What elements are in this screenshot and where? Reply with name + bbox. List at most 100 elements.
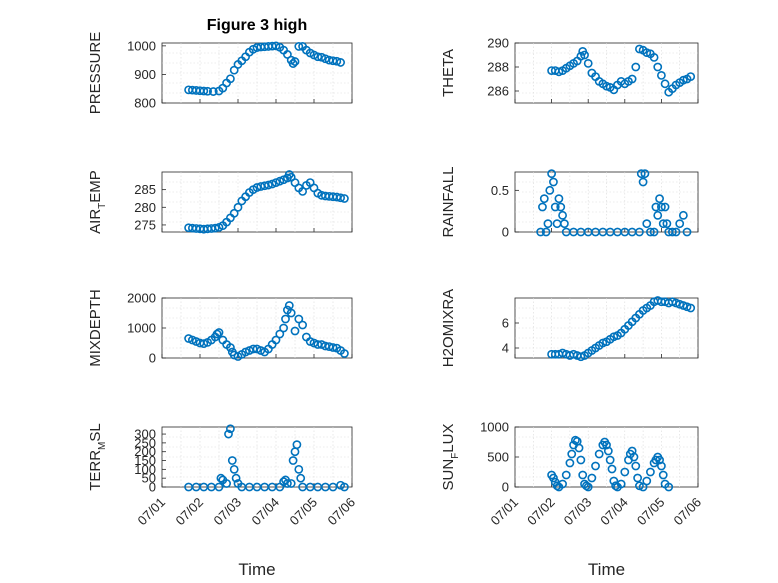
data-point-mixdepth [328, 343, 338, 352]
data-point-air_temp [263, 180, 273, 190]
data-point-rainfall [640, 169, 650, 179]
data-point-terr_msl [224, 429, 233, 439]
data-point-mixdepth [294, 314, 304, 324]
y-tick-label-rainfall: 0.5 [491, 183, 509, 198]
data-point-rainfall [543, 219, 553, 229]
y-tick-label-terr_msl: 0 [149, 480, 156, 495]
x-tick-label-sun_flux: 07/06 [671, 495, 705, 529]
y-tick-label-h2omixra: 6 [502, 316, 509, 331]
data-point-sun_flux [558, 479, 567, 489]
x-axis-label-sun_flux: Time [588, 560, 625, 579]
data-point-air_temp [229, 208, 239, 218]
axes-mixdepth: 0 1000 2000 MIXDEPTH [87, 289, 353, 367]
y-tick-label-sun_flux: 0 [502, 480, 509, 495]
y-tick-label-terr_msl: 200 [134, 444, 156, 459]
data-point-terr_msl [286, 479, 296, 488]
y-tick-label-terr_msl: 250 [134, 435, 156, 450]
data-point-theta [657, 71, 666, 80]
data-point-terr_msl [296, 473, 306, 483]
data-point-sun_flux [607, 464, 617, 474]
data-point-rainfall [547, 169, 556, 179]
data-point-mixdepth [286, 308, 296, 318]
data-point-sun_flux [587, 473, 597, 483]
data-point-rainfall [675, 219, 685, 229]
data-point-mixdepth [225, 343, 235, 352]
x-axis-label-terr_msl: Time [238, 560, 275, 579]
y-tick-label-h2omixra: 4 [502, 341, 509, 356]
x-tick-label-terr_msl: 07/02 [173, 495, 207, 529]
data-point-rainfall [658, 219, 668, 229]
data-point-sun_flux [605, 455, 615, 465]
data-point-rainfall [549, 177, 558, 187]
y-tick-label-sun_flux: 500 [487, 450, 509, 465]
data-point-terr_msl [229, 464, 239, 474]
y-tick-label-air_temp: 275 [134, 217, 156, 232]
y-axis-label-mixdepth: MIXDEPTH [87, 289, 104, 367]
data-point-sun_flux [576, 455, 586, 465]
y-axis-label-pressure: PRESSURE [87, 32, 104, 115]
x-tick-label-terr_msl: 07/01 [135, 495, 169, 529]
data-point-pressure [208, 87, 218, 96]
data-point-pressure [294, 42, 304, 51]
axes-air_temp: 275 280 285 AIRTEMP [87, 170, 353, 234]
data-point-rainfall [536, 227, 546, 237]
data-point-air_temp [298, 187, 307, 196]
data-point-theta [653, 62, 663, 72]
data-point-rainfall [554, 194, 564, 204]
data-point-rainfall [538, 202, 547, 212]
data-point-terr_msl [231, 473, 241, 483]
data-point-terr_msl [288, 456, 298, 465]
data-point-rainfall [545, 185, 555, 195]
data-point-pressure [199, 86, 209, 96]
axes-pressure: 800 900 1000 PRESSURE [87, 32, 353, 115]
y-tick-label-theta: 288 [487, 60, 509, 75]
data-point-sun_flux [633, 473, 643, 483]
data-point-pressure [288, 59, 298, 68]
data-point-rainfall [660, 202, 670, 212]
y-tick-label-theta: 290 [487, 36, 509, 51]
data-point-sun_flux [631, 461, 641, 471]
axes-sun_flux: 0 500 1000 SUNFLUX 07/01 07/02 07/03 07/04 07/05… [440, 420, 704, 580]
data-point-rainfall [667, 227, 677, 237]
data-point-theta [686, 72, 696, 81]
data-point-terr_msl [225, 424, 235, 434]
y-axis-label-terr_msl: TERRMSL [87, 423, 108, 491]
x-tick-label-terr_msl: 07/04 [249, 495, 283, 529]
data-point-mixdepth [271, 335, 281, 345]
x-tick-label-sun_flux: 07/04 [597, 495, 631, 529]
y-tick-label-air_temp: 285 [134, 182, 156, 197]
y-axis-label-h2omixra: H2OMIXRA [440, 289, 457, 367]
data-point-rainfall [646, 227, 655, 237]
data-point-mixdepth [290, 326, 300, 336]
data-point-rainfall [678, 210, 688, 220]
data-point-terr_msl [282, 479, 292, 488]
data-point-rainfall [560, 219, 569, 229]
y-tick-label-terr_msl: 50 [142, 471, 156, 486]
x-tick-label-sun_flux: 07/05 [634, 495, 668, 529]
data-point-sun_flux [594, 449, 604, 459]
data-point-theta [580, 50, 589, 60]
data-point-rainfall [558, 210, 567, 220]
data-point-theta [583, 59, 593, 68]
x-tick-label-terr_msl: 07/06 [325, 495, 359, 529]
axes-rainfall: 0 0.5 RAINFALL [440, 167, 699, 240]
data-point-pressure [225, 74, 235, 84]
data-point-sun_flux [561, 470, 571, 480]
data-point-rainfall [556, 202, 566, 212]
data-point-rainfall [635, 227, 644, 237]
y-axis-label-sun_flux: SUNFLUX [440, 424, 461, 491]
data-point-theta [660, 79, 670, 89]
data-point-mixdepth [214, 328, 224, 337]
data-point-rainfall [541, 227, 551, 237]
data-point-pressure [290, 57, 300, 66]
data-point-mixdepth [275, 329, 285, 339]
data-point-rainfall [662, 219, 672, 229]
data-point-rainfall [653, 210, 663, 220]
data-point-mixdepth [279, 323, 288, 333]
data-point-sun_flux [603, 446, 613, 456]
data-point-air_temp [210, 223, 220, 233]
y-tick-label-pressure: 1000 [127, 38, 156, 53]
data-point-rainfall [550, 202, 560, 212]
